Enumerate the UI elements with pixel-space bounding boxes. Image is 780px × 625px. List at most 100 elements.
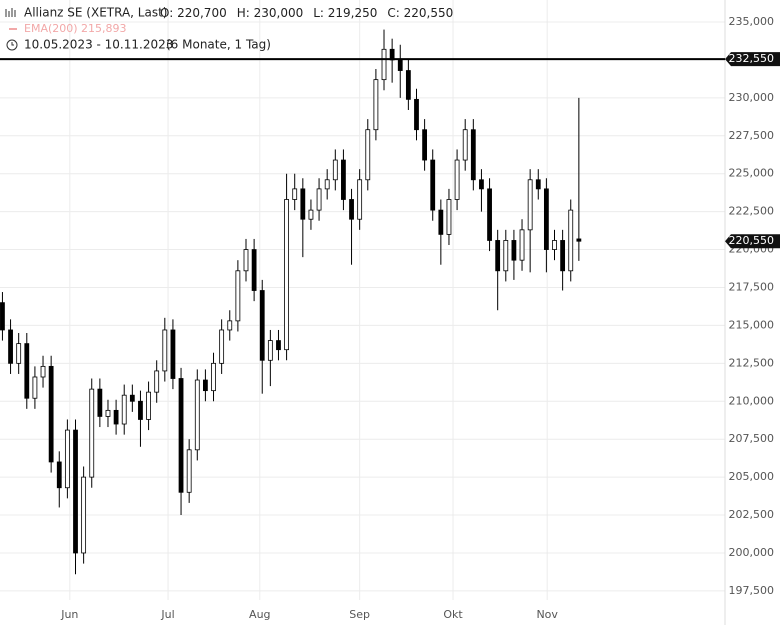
price-line-label: 232,550 — [729, 52, 775, 65]
y-tick-label: 212,500 — [729, 356, 775, 369]
candle-body — [203, 379, 208, 392]
stat: L: 219,250 — [313, 6, 377, 20]
x-tick-label: Jul — [160, 608, 174, 621]
candle-body — [243, 249, 249, 272]
x-tick-label: Aug — [249, 608, 270, 621]
y-tick-label: 222,500 — [729, 205, 775, 218]
indicator: EMA(200) 215,893 — [24, 22, 127, 35]
y-tick-label: 210,000 — [729, 394, 775, 407]
candle-body — [519, 229, 525, 261]
candle-body — [121, 394, 127, 425]
stat: C: 220,550 — [387, 6, 453, 20]
candle-body — [479, 179, 484, 190]
y-tick-label: 202,500 — [729, 508, 775, 521]
candle-body — [300, 188, 306, 220]
y-tick-label: 217,500 — [729, 280, 775, 293]
candle-body — [24, 343, 30, 399]
y-tick-label: 207,500 — [729, 432, 775, 445]
y-tick-label: 205,000 — [729, 470, 775, 483]
last-price-label: 220,550 — [729, 234, 775, 247]
candle-body — [227, 320, 233, 331]
candle-body — [40, 365, 46, 378]
candle-body — [535, 179, 541, 190]
candle-body — [259, 290, 265, 361]
stats: O: 220,700 H: 230,000 L: 219,250 C: 220,550 — [160, 6, 453, 20]
candle-body — [316, 188, 322, 211]
candle-body — [495, 240, 501, 272]
candle-body — [357, 179, 363, 220]
candle-body — [251, 249, 257, 291]
candle-body — [414, 98, 419, 131]
clock-hand — [11, 42, 14, 46]
candle-body — [235, 270, 241, 322]
y-tick-label: 225,000 — [729, 167, 775, 180]
candle-body — [527, 179, 533, 231]
candle-body — [97, 388, 103, 417]
candle-body — [576, 238, 582, 242]
candle-body — [32, 376, 38, 399]
candle-body — [373, 79, 379, 131]
candle-body — [430, 159, 436, 211]
candle-body — [568, 209, 574, 272]
candle-body — [511, 240, 517, 261]
candle-body — [422, 129, 428, 161]
x-tick-label: Okt — [443, 608, 463, 621]
candle-icon — [5, 8, 16, 17]
candle-body — [405, 70, 411, 100]
candle-body — [73, 429, 78, 554]
candle-body — [284, 199, 289, 351]
candle-body — [341, 159, 346, 200]
y-tick-label: 215,000 — [729, 318, 775, 331]
x-tick-label: Nov — [536, 608, 558, 621]
candle-body — [487, 188, 492, 241]
candle-body — [438, 209, 444, 235]
candle-body — [16, 343, 22, 364]
candle-body — [178, 378, 184, 493]
x-tick-label: Jun — [60, 608, 78, 621]
stat: H: 230,000 — [237, 6, 304, 20]
y-tick-label: 200,000 — [729, 546, 775, 559]
candle-body — [267, 340, 273, 361]
candle-body — [470, 129, 476, 181]
candle-body — [349, 199, 354, 220]
candle-body — [552, 240, 557, 250]
candle-body — [446, 199, 452, 235]
y-tick-label: 230,000 — [729, 91, 775, 104]
candle-body — [170, 329, 176, 379]
chart-title: Allianz SE (XETRA, Last) — [24, 6, 167, 20]
x-tick-label: Sep — [349, 608, 370, 621]
price-line-tag — [725, 52, 780, 67]
candle-body — [219, 329, 225, 364]
candle-body — [81, 476, 87, 554]
stat: O: 220,700 — [160, 6, 227, 20]
candle-body — [186, 449, 192, 493]
candles — [0, 29, 582, 575]
candle-body — [48, 365, 54, 463]
last-price-tag — [725, 234, 780, 249]
grid — [0, 0, 726, 625]
y-tick-label: 227,500 — [729, 129, 775, 142]
candle-body — [64, 429, 70, 489]
candle-body — [194, 379, 200, 451]
candle-body — [381, 48, 387, 81]
period: 10.05.2023 - 10.11.2023 — [24, 38, 173, 52]
y-tick-label: 235,000 — [729, 15, 775, 28]
candle-body — [129, 394, 135, 402]
candle-body — [543, 188, 549, 250]
candle-body — [113, 409, 119, 425]
candle-body — [146, 391, 151, 420]
candle-body — [154, 370, 160, 393]
candle-body — [8, 329, 13, 364]
candle-body — [503, 240, 509, 272]
candle-body — [162, 329, 168, 372]
candle-body — [292, 188, 298, 200]
candle-body — [560, 240, 566, 272]
candle-body — [308, 209, 314, 220]
candle-body — [324, 179, 330, 190]
candle-body — [211, 362, 216, 392]
y-tick-label: 197,500 — [729, 584, 775, 597]
candle-body — [462, 129, 468, 161]
period-note: (6 Monate, 1 Tag) — [166, 38, 271, 52]
